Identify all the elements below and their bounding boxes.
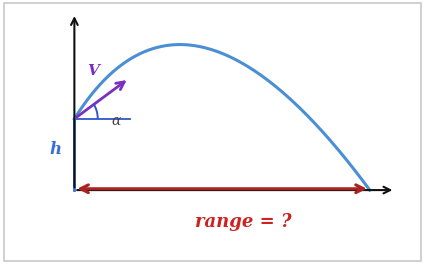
Text: h: h xyxy=(49,141,61,158)
Text: range = ?: range = ? xyxy=(195,213,292,231)
Text: α: α xyxy=(111,114,120,128)
Text: V: V xyxy=(88,64,99,78)
